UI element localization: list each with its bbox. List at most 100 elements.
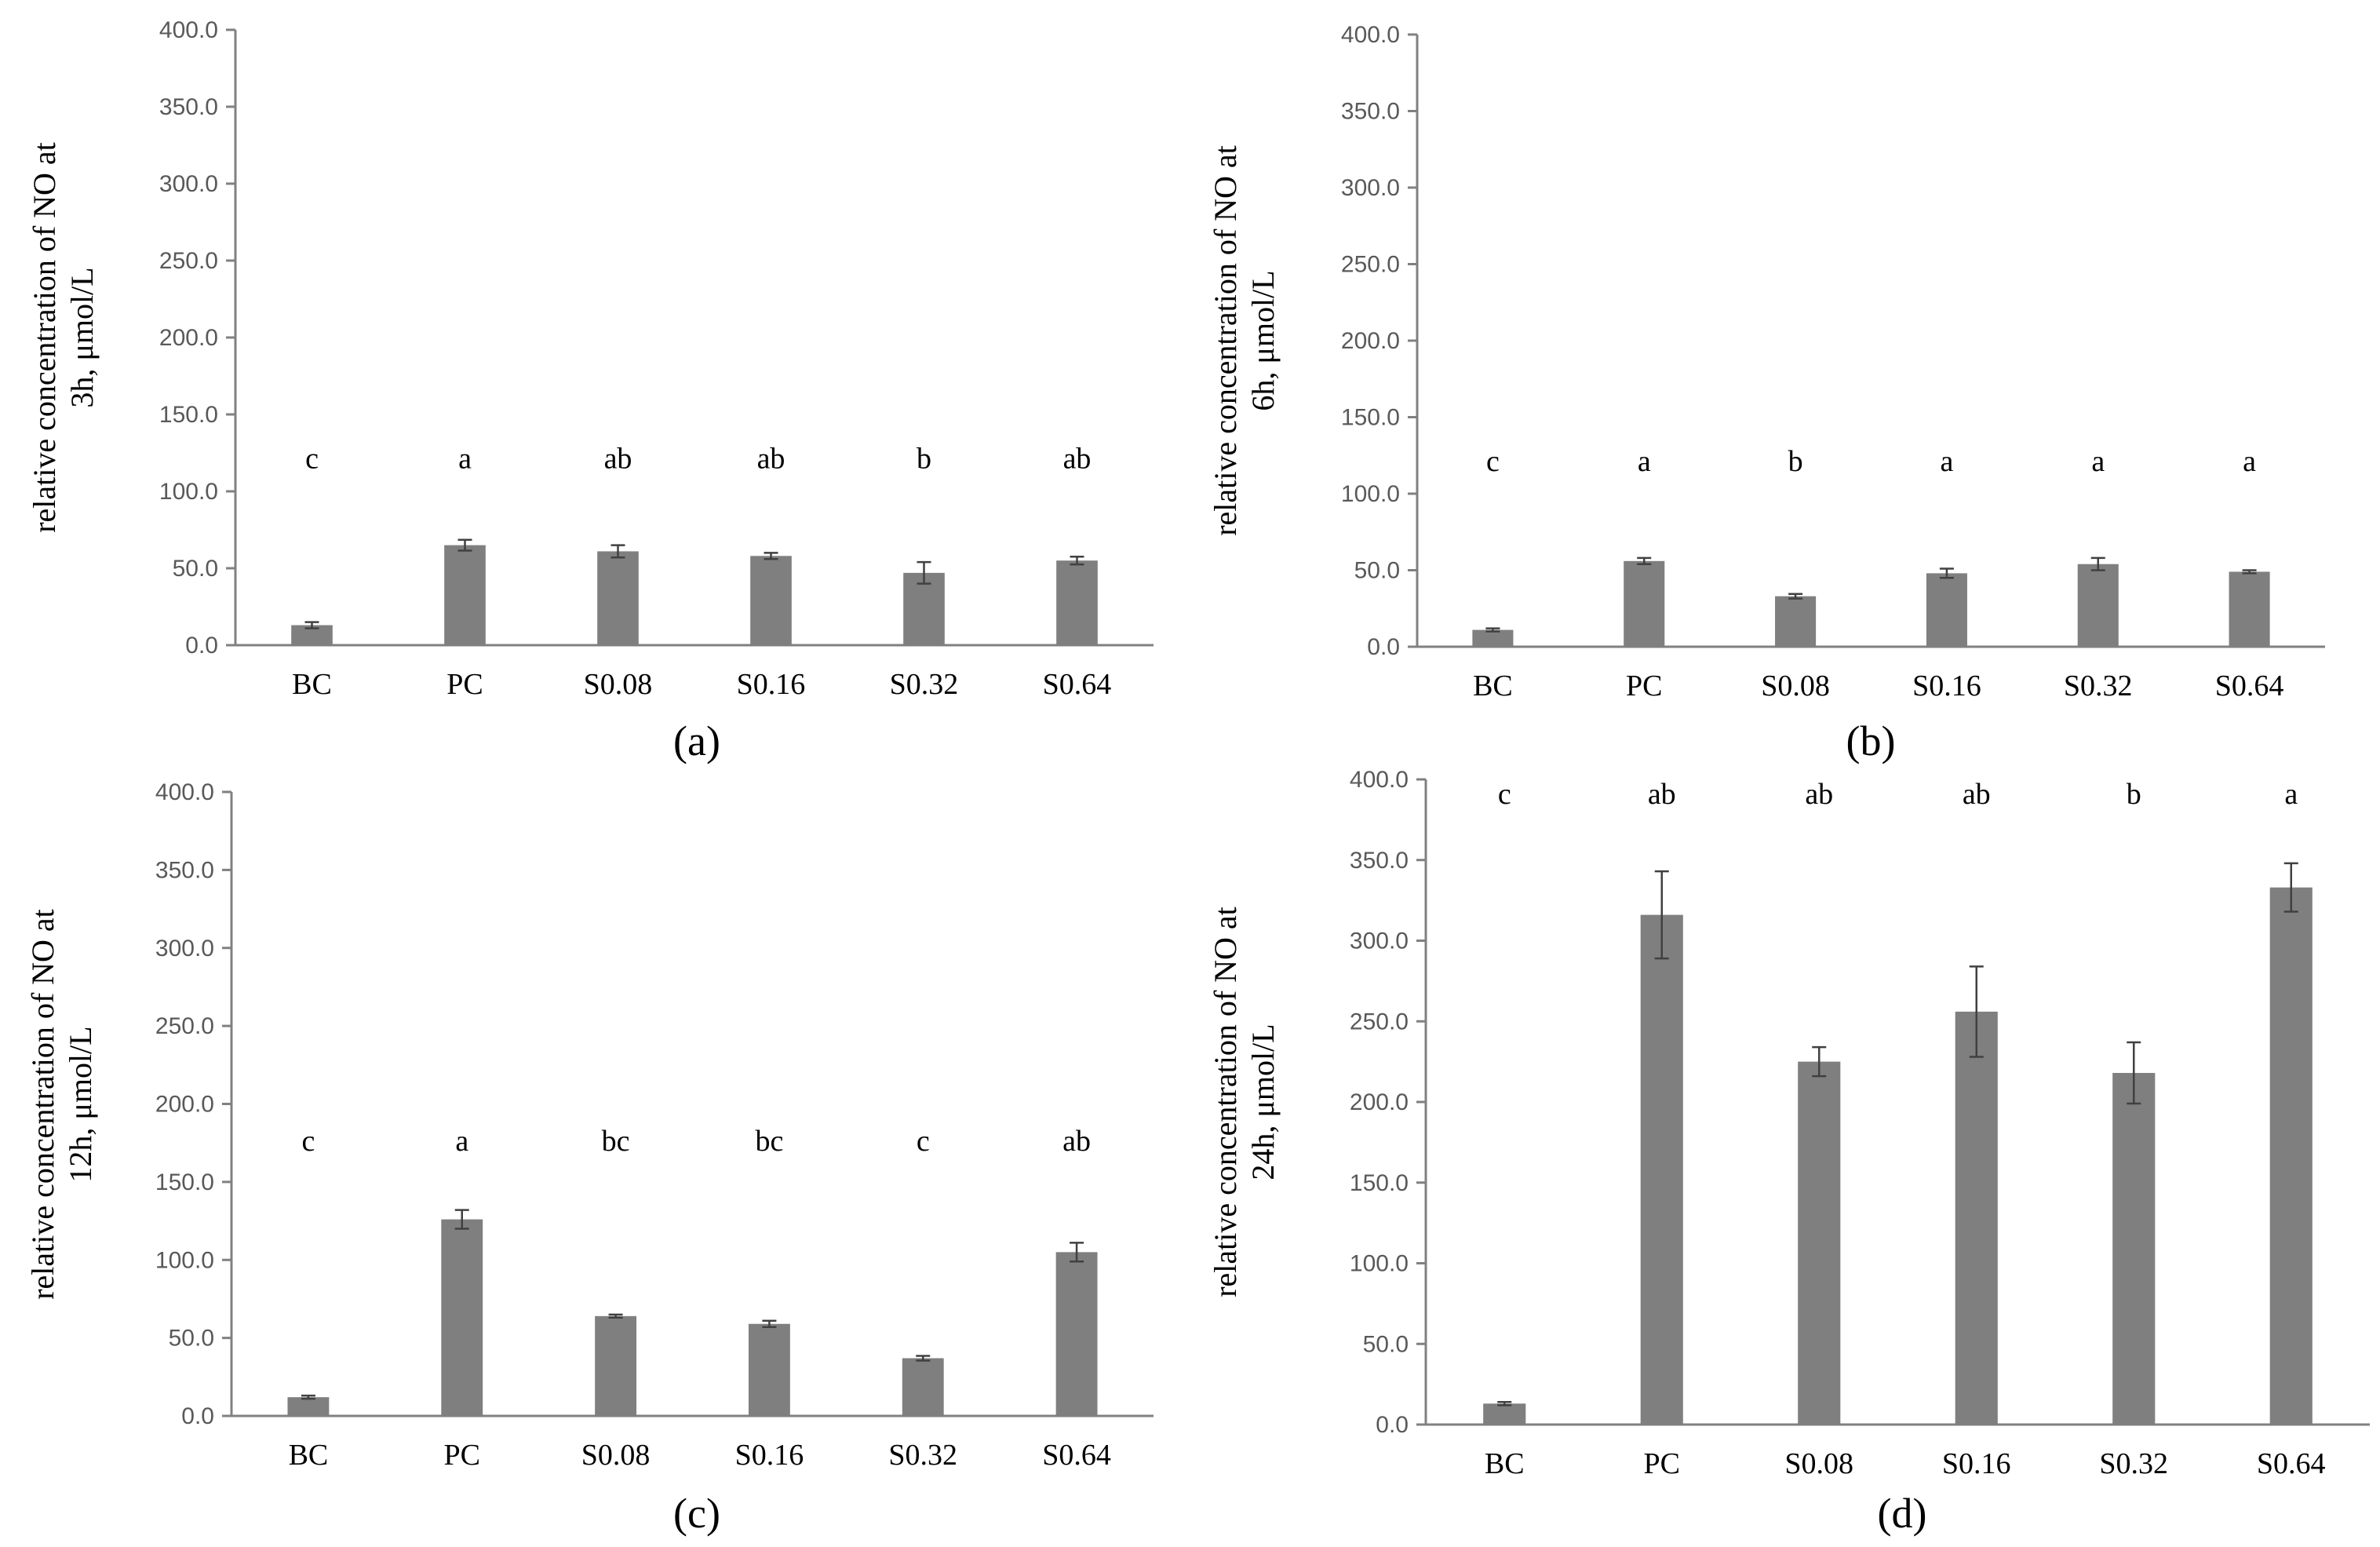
bar-BC	[1483, 1403, 1526, 1425]
y-tick-label: 100.0	[1350, 1251, 1409, 1277]
bar-S0.08	[597, 551, 639, 645]
y-tick-label: 0.0	[181, 1403, 214, 1429]
significance-letter: a	[458, 443, 472, 476]
y-tick-label: 400.0	[155, 779, 214, 805]
bar-S0.64	[2269, 887, 2313, 1425]
x-tick-label: S0.08	[581, 1439, 651, 1472]
significance-letter: ab	[1062, 1125, 1091, 1158]
y-tick-label: 350.0	[1350, 848, 1409, 874]
bar-S0.16	[1926, 573, 1967, 647]
chart-panel-3: 0.0 50.0 100.0 150.0 200.0 250.0 300.0 350.0 400…	[25, 779, 1154, 1537]
y-tick-label: 0.0	[185, 633, 218, 659]
significance-letter: a	[455, 1125, 468, 1158]
significance-letter: b	[1788, 445, 1803, 478]
bar-S0.16	[748, 1323, 790, 1416]
chart-panel-1: 0.0 50.0 100.0 150.0 200.0 250.0 300.0 350.0 400…	[27, 17, 1154, 764]
y-tick-label: 200.0	[155, 1092, 214, 1118]
significance-letter: c	[917, 1125, 930, 1158]
x-tick-label: PC	[444, 1439, 480, 1472]
chart-panel-2: 0.0 50.0 100.0 150.0 200.0 250.0 300.0 350.0 400…	[1208, 22, 2325, 764]
y-tick-label: 150.0	[1341, 405, 1400, 431]
panel-label: (d)	[1878, 1490, 1927, 1537]
y-tick-label: 400.0	[1341, 22, 1400, 48]
y-axis-title-line: relative concentration of NO at	[1208, 907, 1243, 1297]
x-tick-label: S0.32	[2064, 670, 2133, 702]
significance-letter: b	[2127, 778, 2141, 811]
y-tick-label: 300.0	[159, 171, 218, 197]
bar-S0.32	[2077, 564, 2119, 647]
bar-S0.32	[902, 1358, 944, 1416]
y-tick-label: 50.0	[169, 1326, 214, 1352]
significance-letter: b	[917, 443, 931, 476]
x-tick-label: S0.64	[2215, 670, 2284, 702]
y-tick-label: 150.0	[155, 1169, 214, 1195]
y-tick-label: 150.0	[159, 402, 218, 428]
x-tick-label: BC	[1485, 1447, 1525, 1480]
y-tick-label: 300.0	[155, 936, 214, 961]
y-tick-label: 350.0	[155, 857, 214, 883]
bar-S0.08	[595, 1315, 637, 1416]
bar-S0.08	[1798, 1061, 1841, 1425]
bar-PC	[1624, 560, 1665, 647]
y-tick-label: 400.0	[159, 17, 218, 43]
y-tick-label: 150.0	[1350, 1170, 1409, 1196]
y-axis-title-line: relative concentration of NO at	[25, 909, 60, 1300]
y-tick-label: 300.0	[1350, 929, 1409, 954]
significance-letter: a	[1940, 445, 1953, 478]
y-tick-label: 250.0	[159, 248, 218, 274]
x-tick-label: S0.64	[1042, 1439, 1111, 1472]
x-tick-label: S0.64	[2257, 1447, 2326, 1480]
x-tick-label: S0.32	[888, 1439, 957, 1472]
x-tick-label: PC	[446, 668, 483, 701]
significance-letter: ab	[604, 443, 632, 476]
y-axis-title-line: relative concentration of NO at	[1208, 145, 1243, 536]
bar-PC	[444, 545, 486, 645]
y-tick-label: 350.0	[1341, 99, 1400, 125]
x-tick-label: S0.08	[1784, 1447, 1853, 1480]
bar-S0.64	[2229, 571, 2270, 647]
bar-BC	[287, 1397, 330, 1416]
bar-S0.32	[903, 572, 945, 645]
y-tick-label: 200.0	[159, 325, 218, 351]
y-tick-label: 200.0	[1350, 1089, 1409, 1115]
bar-S0.16	[1955, 1011, 1998, 1425]
bar-S0.16	[750, 556, 792, 645]
y-axis-title-line: 12h, μmol/L	[63, 1026, 98, 1182]
bar-S0.64	[1055, 1252, 1098, 1416]
y-tick-label: 350.0	[159, 94, 218, 120]
x-tick-label: BC	[1473, 670, 1513, 702]
y-tick-label: 200.0	[1341, 328, 1400, 354]
y-axis-title: relative concentration of NO at6h, μmol/…	[1208, 145, 1281, 536]
significance-letter: ab	[1063, 443, 1092, 476]
y-tick-label: 100.0	[159, 479, 218, 505]
x-tick-label: PC	[1644, 1447, 1680, 1480]
x-tick-label: S0.08	[584, 668, 653, 701]
panel-label: (c)	[673, 1490, 720, 1537]
panel-label: (a)	[673, 717, 720, 764]
x-tick-label: S0.16	[737, 668, 806, 701]
y-tick-label: 50.0	[1354, 558, 1400, 584]
y-tick-label: 250.0	[1341, 252, 1400, 278]
bar-PC	[1640, 914, 1683, 1425]
significance-letter: c	[1498, 778, 1511, 811]
significance-letter: a	[2284, 778, 2298, 811]
bar-S0.64	[1056, 560, 1098, 645]
y-axis-title-line: 24h, μmol/L	[1245, 1023, 1281, 1180]
x-tick-label: S0.16	[735, 1439, 804, 1472]
y-tick-label: 0.0	[1376, 1412, 1409, 1438]
x-tick-label: S0.64	[1043, 668, 1112, 701]
significance-letter: bc	[602, 1125, 630, 1158]
x-tick-label: S0.08	[1761, 670, 1830, 702]
x-tick-label: S0.32	[2099, 1447, 2168, 1480]
bar-PC	[441, 1219, 483, 1416]
y-tick-label: 250.0	[1350, 1009, 1409, 1034]
y-tick-label: 400.0	[1350, 767, 1409, 793]
y-axis-title: relative concentration of NO at24h, μmol…	[1208, 907, 1281, 1297]
bar-BC	[1472, 629, 1514, 647]
significance-letter: a	[2243, 445, 2256, 478]
y-tick-label: 250.0	[155, 1013, 214, 1039]
x-tick-label: BC	[289, 1439, 329, 1472]
significance-letter: a	[2091, 445, 2105, 478]
significance-letter: bc	[755, 1125, 783, 1158]
